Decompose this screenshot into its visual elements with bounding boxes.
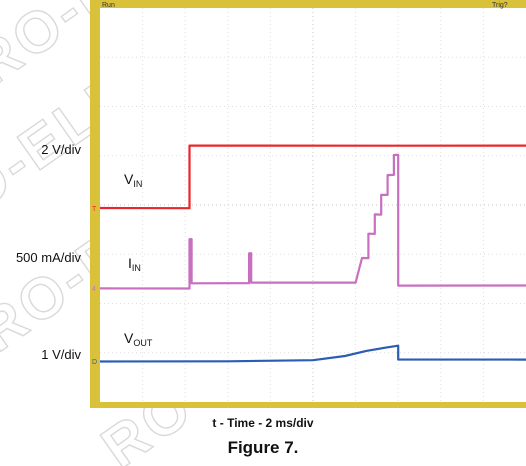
label-vout: VOUT — [124, 330, 152, 348]
label-iin: IIN — [128, 255, 141, 273]
figure-caption: Figure 7. — [227, 438, 299, 457]
channel-marker-i-in: 4 — [92, 286, 96, 293]
label-vin-main: V — [124, 171, 134, 187]
label-iin-sub: IN — [131, 263, 141, 273]
channel-marker-v-out: D — [92, 359, 97, 366]
label-vin: VIN — [124, 171, 142, 189]
scope-screen: Run Trig? T 4 D — [90, 0, 526, 408]
trace-v-in — [99, 144, 526, 210]
trace-v-out — [99, 344, 526, 363]
scope-header-bar — [90, 0, 526, 8]
scope-left-border — [90, 0, 100, 408]
channel-markers: T 4 D — [92, 206, 97, 366]
label-vout-sub: OUT — [133, 338, 153, 348]
scope-bottom-border — [90, 402, 526, 408]
trace-i-in — [99, 153, 526, 290]
scope-header-right: Trig? — [492, 2, 508, 9]
x-axis-label: t - Time - 2 ms/div — [212, 416, 314, 430]
scale-label-vout: 1 V/div — [41, 347, 81, 362]
label-vout-main: V — [124, 330, 134, 346]
label-iin-main: I — [128, 255, 132, 271]
scale-label-iin: 500 mA/div — [15, 250, 81, 265]
scope-grid — [100, 8, 526, 402]
scope-header-left: Run — [102, 2, 115, 9]
label-vin-sub: IN — [133, 179, 143, 189]
channel-marker-v-in: T — [92, 206, 97, 213]
scope-frame — [90, 0, 526, 408]
scope-traces — [99, 144, 526, 363]
scale-label-vin: 2 V/div — [41, 142, 81, 157]
